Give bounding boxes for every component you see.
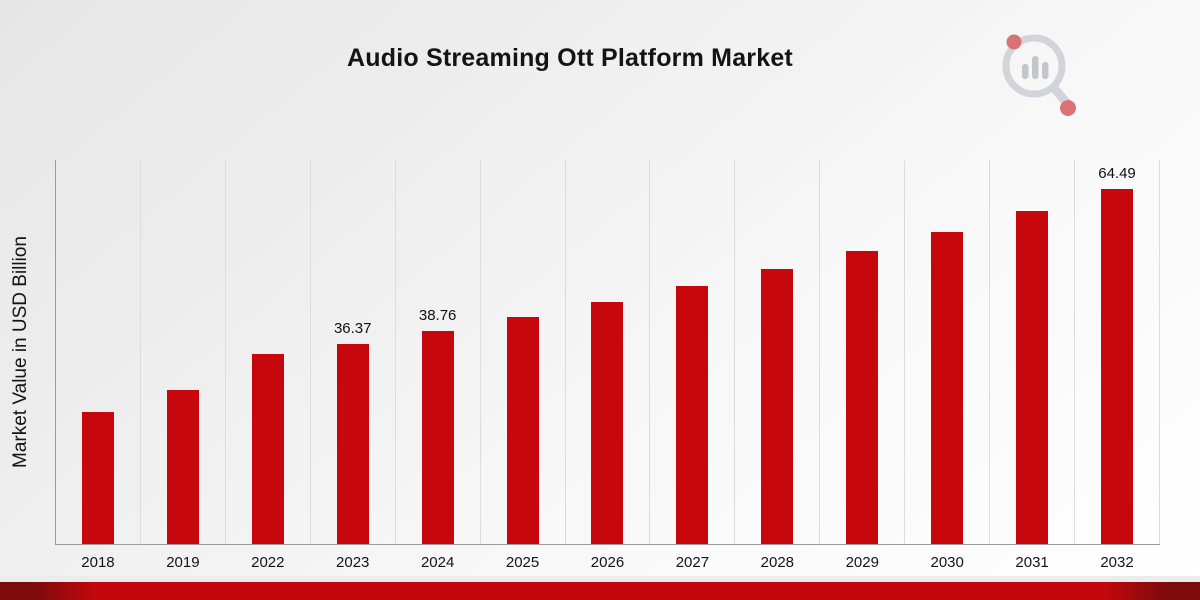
chart-column: 2030 xyxy=(905,160,991,571)
x-tick-label: 2024 xyxy=(420,554,455,571)
x-tick-label: 2030 xyxy=(930,554,964,571)
bar-value-label: 38.76 xyxy=(418,306,457,324)
footer-ribbon xyxy=(0,582,1200,600)
x-tick-label: 2022 xyxy=(251,554,285,571)
bar-2030 xyxy=(931,231,964,544)
x-tick-label: 2027 xyxy=(675,554,710,571)
bar-2023 xyxy=(336,344,369,544)
bar-2031 xyxy=(1016,211,1049,544)
x-tick-label: 2029 xyxy=(845,554,879,571)
y-axis-label: Market Value in USD Billion xyxy=(10,236,31,468)
x-tick-label: 2026 xyxy=(590,554,625,571)
chart-column: 2022 xyxy=(226,160,311,571)
plot-area: 2018 2019 2022 36.37 2023 38.76 2024 2025 2026 20… xyxy=(55,160,1160,571)
bar-2022 xyxy=(251,353,284,544)
chart-column: 2028 xyxy=(735,160,821,571)
chart-column: 2019 xyxy=(141,160,226,571)
chart-column: 2029 xyxy=(820,160,906,571)
x-tick-label: 2032 xyxy=(1100,554,1134,571)
bar-2025 xyxy=(506,316,539,544)
bar-2029 xyxy=(846,250,879,544)
chart-column: 2026 xyxy=(566,160,651,571)
bar-2018 xyxy=(81,412,114,544)
chart-column: 2031 xyxy=(990,160,1076,571)
bar-2032 xyxy=(1101,189,1134,544)
x-tick-label: 2031 xyxy=(1015,554,1049,571)
bar-2024 xyxy=(421,330,454,544)
x-tick-label: 2023 xyxy=(336,554,370,571)
x-tick-label: 2019 xyxy=(166,554,200,571)
x-tick-label: 2018 xyxy=(81,554,115,571)
bar-2028 xyxy=(761,269,794,544)
bar-value-label: 36.37 xyxy=(333,320,372,337)
chart-title: Audio Streaming Ott Platform Market xyxy=(347,44,793,72)
chart-column: 2018 xyxy=(56,160,141,571)
x-tick-label: 2025 xyxy=(505,554,540,571)
bar-2027 xyxy=(676,286,709,544)
bar-value-label: 64.49 xyxy=(1098,165,1136,183)
bar-2019 xyxy=(166,390,199,544)
chart-column: 38.76 2024 xyxy=(396,160,481,571)
chart-column: 64.49 2032 xyxy=(1075,160,1160,571)
chart-column: 36.37 2023 xyxy=(311,160,396,571)
chart-column: 2025 xyxy=(481,160,566,571)
chart-column: 2027 xyxy=(650,160,736,571)
x-tick-label: 2028 xyxy=(760,554,795,571)
analytics-logo-icon xyxy=(1002,34,1076,116)
footer-light-band xyxy=(0,576,1200,582)
bar-2026 xyxy=(591,302,624,544)
